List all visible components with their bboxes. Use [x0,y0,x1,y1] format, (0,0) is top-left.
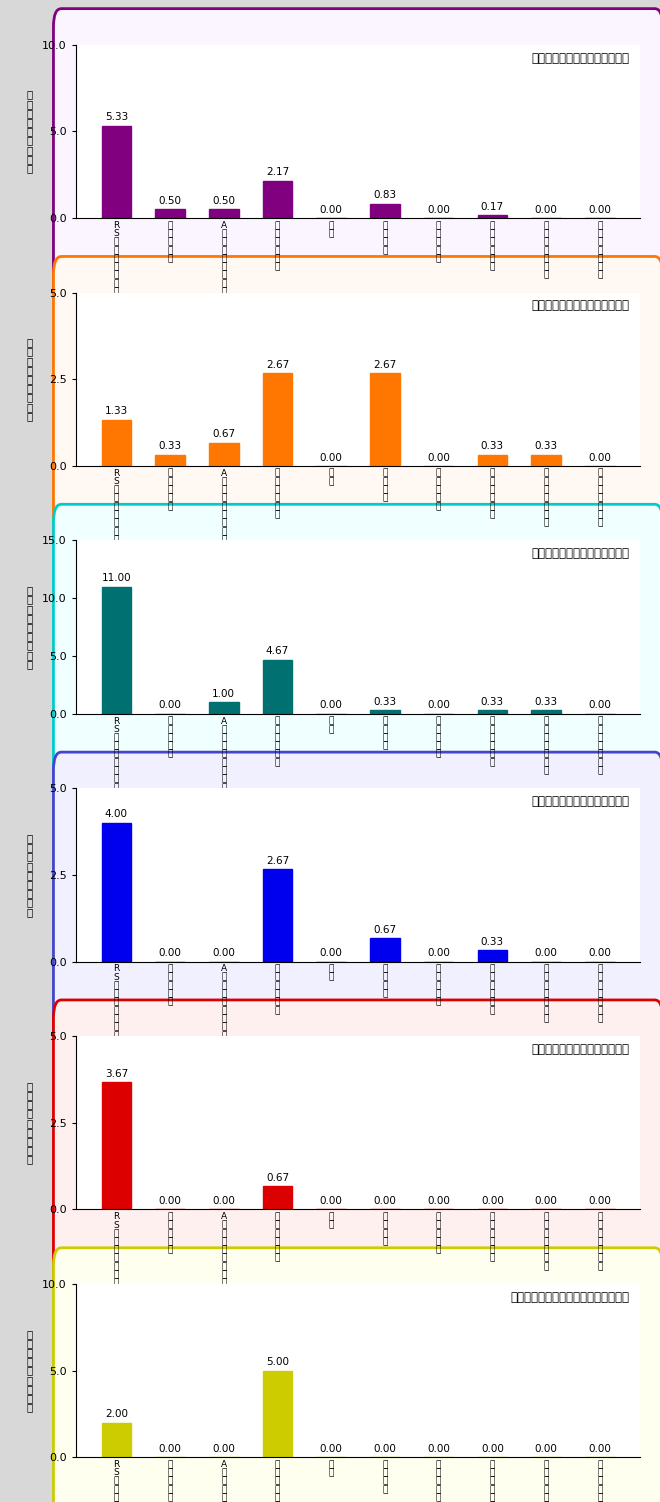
Bar [102,587,131,713]
Text: 0.00: 0.00 [427,204,450,215]
Text: 0.00: 0.00 [319,948,343,958]
Text: 0.00: 0.00 [427,948,450,958]
Text: 定
点
当
た
り
の
報
告
数: 定 点 当 た り の 報 告 数 [26,90,33,173]
Text: 0.00: 0.00 [481,1443,504,1454]
Text: 0.67: 0.67 [213,430,236,439]
Text: 0.00: 0.00 [158,700,182,710]
Text: 0.00: 0.00 [427,1443,450,1454]
Bar [102,823,131,961]
Text: 定
点
当
た
り
の
報
告
数: 定 点 当 た り の 報 告 数 [26,1329,33,1412]
Text: 0.50: 0.50 [213,197,235,206]
Text: 南区の疾患別定点当たり報告数: 南区の疾患別定点当たり報告数 [531,1042,629,1056]
Bar [263,1187,292,1209]
Text: 0.33: 0.33 [535,442,558,451]
Text: 0.33: 0.33 [480,442,504,451]
Text: 0.50: 0.50 [158,197,182,206]
Text: 0.33: 0.33 [535,697,558,706]
Bar [263,374,292,466]
Bar [209,703,238,713]
Text: 2.17: 2.17 [266,167,289,177]
Text: 0.00: 0.00 [588,948,611,958]
Text: 4.00: 4.00 [105,810,128,820]
Bar [531,710,561,713]
Text: 0.00: 0.00 [427,700,450,710]
Text: 0.33: 0.33 [158,442,182,451]
Text: 中区の疾患別定点当たり報告数: 中区の疾患別定点当たり報告数 [531,795,629,808]
Text: 5.00: 5.00 [266,1358,289,1367]
Text: 定
点
当
た
り
の
報
告
数: 定 点 当 た り の 報 告 数 [26,1081,33,1164]
Text: 定
点
当
た
り
の
報
告
数: 定 点 当 た り の 報 告 数 [26,834,33,916]
Text: 堺区の疾患別定点当たり報告数: 堺区の疾患別定点当たり報告数 [531,299,629,312]
Bar [209,443,238,466]
Text: 2.67: 2.67 [266,360,289,369]
Text: 0.00: 0.00 [158,1443,182,1454]
Text: 0.00: 0.00 [374,1196,397,1206]
Bar [102,126,131,218]
Bar [370,939,400,961]
Text: 3.67: 3.67 [105,1069,128,1078]
Text: 0.33: 0.33 [480,937,504,946]
Text: 0.00: 0.00 [158,1196,182,1206]
Bar [478,455,507,466]
Text: 0.00: 0.00 [588,452,611,463]
Text: 0.00: 0.00 [427,1196,450,1206]
Bar [478,710,507,713]
Text: 0.00: 0.00 [535,948,558,958]
Bar [370,204,400,218]
Text: 0.00: 0.00 [319,1196,343,1206]
Text: 0.00: 0.00 [535,1196,558,1206]
Text: 0.00: 0.00 [319,1443,343,1454]
Text: 0.83: 0.83 [374,191,397,200]
Text: 0.00: 0.00 [588,700,611,710]
Bar [102,1081,131,1209]
Text: 0.00: 0.00 [213,948,235,958]
Text: 0.00: 0.00 [427,452,450,463]
Text: 5.33: 5.33 [105,113,128,122]
Text: 0.67: 0.67 [266,1173,289,1182]
Text: 0.33: 0.33 [374,697,397,706]
Bar [478,215,507,218]
Text: 0.00: 0.00 [588,204,611,215]
Text: 2.67: 2.67 [374,360,397,369]
Text: 0.00: 0.00 [535,1443,558,1454]
Bar [155,209,185,218]
Text: 0.00: 0.00 [588,1196,611,1206]
Text: 0.00: 0.00 [535,204,558,215]
Text: 西区の疾患別定点当たり報告数: 西区の疾患別定点当たり報告数 [531,547,629,560]
Text: 東・美原区の疾患別定点当たり報告数: 東・美原区の疾患別定点当たり報告数 [510,1290,629,1304]
Text: 4.67: 4.67 [266,646,289,656]
Text: 1.33: 1.33 [105,407,128,416]
Text: 0.00: 0.00 [213,1196,235,1206]
Text: 0.67: 0.67 [374,925,397,934]
Bar [263,1371,292,1457]
Bar [478,951,507,961]
Text: 0.00: 0.00 [213,1443,235,1454]
Bar [370,710,400,713]
Text: 0.00: 0.00 [319,700,343,710]
Text: 北区の疾患別定点当たり報告数: 北区の疾患別定点当たり報告数 [531,51,629,65]
Text: 0.17: 0.17 [480,201,504,212]
Text: 0.00: 0.00 [374,1443,397,1454]
Text: 2.67: 2.67 [266,856,289,865]
Text: 0.00: 0.00 [588,1443,611,1454]
Text: 0.33: 0.33 [480,697,504,706]
Bar [263,659,292,713]
Text: 11.00: 11.00 [102,574,131,583]
Bar [155,455,185,466]
Bar [263,180,292,218]
Text: 0.00: 0.00 [481,1196,504,1206]
Bar [370,374,400,466]
Text: 2.00: 2.00 [105,1409,128,1419]
Bar [209,209,238,218]
Bar [102,421,131,466]
Bar [531,455,561,466]
Text: 定
点
当
た
り
の
報
告
数: 定 点 当 た り の 報 告 数 [26,586,33,668]
Bar [263,870,292,961]
Text: 1.00: 1.00 [213,689,235,698]
Text: 定
点
当
た
り
の
報
告
数: 定 点 当 た り の 報 告 数 [26,338,33,421]
Bar [102,1422,131,1457]
Text: 0.00: 0.00 [319,204,343,215]
Text: 0.00: 0.00 [158,948,182,958]
Text: 0.00: 0.00 [319,452,343,463]
